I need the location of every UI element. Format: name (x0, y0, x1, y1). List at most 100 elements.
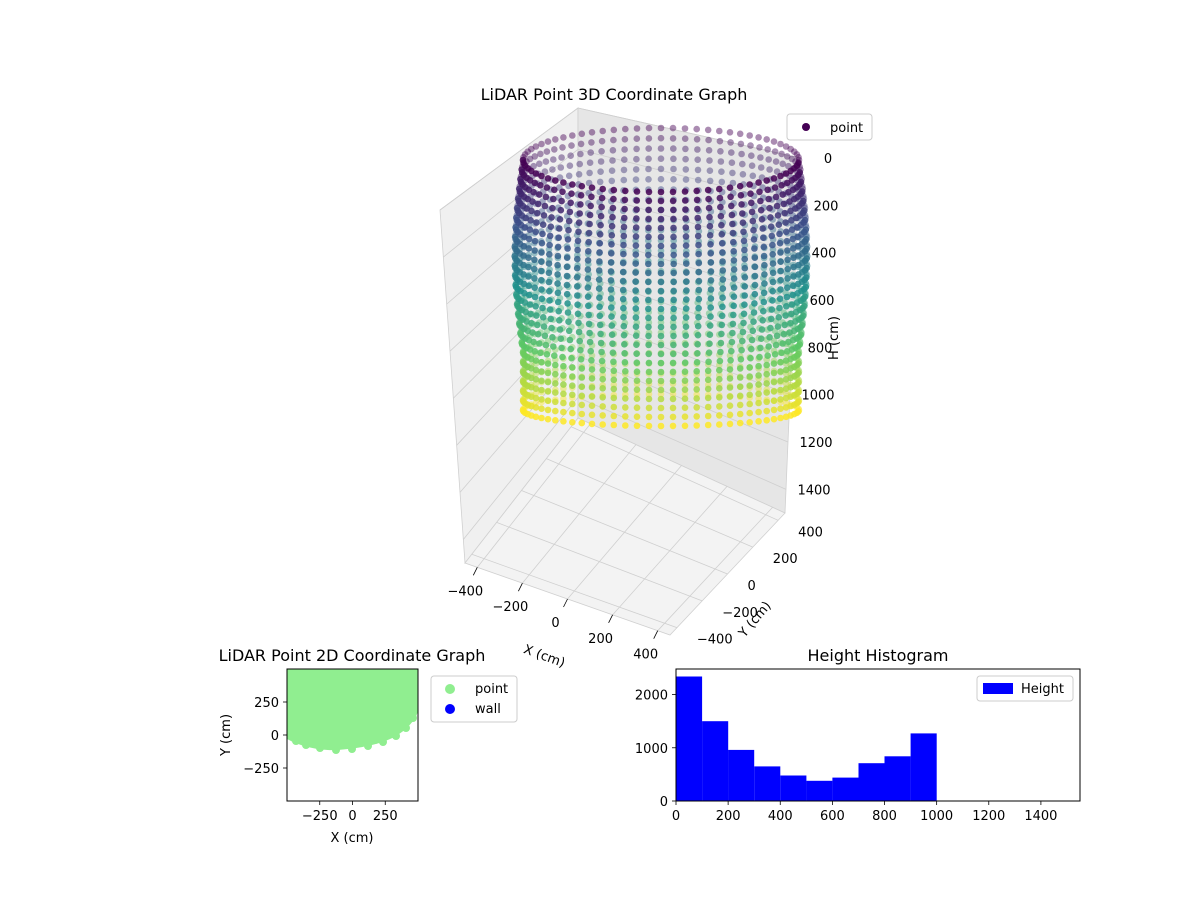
lidar-point-3d (694, 223, 702, 231)
lidar-point-3d (657, 124, 665, 132)
lidar-point-3d (610, 412, 618, 420)
lidar-point-3d (532, 143, 540, 150)
histogram-bar (702, 721, 729, 801)
lidar-point-3d (633, 377, 641, 385)
lidar-point-3d (718, 240, 726, 247)
legend-3d: point (786, 113, 873, 141)
lidar-point-3d (718, 231, 726, 238)
lidar-point-3d (645, 124, 653, 132)
lidar-point-3d (695, 259, 703, 267)
chart-2d: LiDAR Point 2D Coordinate Graph −250 0 250… (219, 646, 518, 846)
lidar-point-3d (736, 401, 744, 409)
lidar-point-3d (788, 226, 796, 233)
lidar-point-3d (737, 140, 745, 148)
lidar-point-3d (718, 321, 726, 329)
lidar-point-3d (645, 278, 652, 286)
lidar-point-3d (534, 200, 542, 208)
lidar-point-3d (783, 179, 791, 187)
lidar-point-3d (585, 229, 593, 237)
lidar-point-3d (608, 313, 615, 320)
lidar-point-3d (577, 201, 584, 208)
lidar-point-3d (769, 297, 776, 304)
lidar-point-3d (599, 394, 606, 401)
lidar-point-3d (706, 157, 713, 164)
lidar-point-3d (538, 295, 546, 303)
lidar-point-3d (524, 148, 531, 155)
lidar-point-3d (695, 313, 702, 321)
lidar-point-3d (764, 352, 771, 360)
lidar-point-3d (544, 406, 552, 414)
lidar-point-3d (633, 341, 640, 349)
lidar-point-3d (569, 400, 576, 408)
lidar-point-3d (781, 209, 788, 217)
lidar-point-3d (552, 380, 559, 387)
lidar-point-3d (670, 224, 677, 232)
lidar-point-3d (546, 232, 554, 240)
lidar-point-3d (538, 140, 545, 148)
lidar-point-3d (619, 259, 627, 267)
lidar-point-3d (756, 353, 763, 361)
lidar-point-3d (717, 203, 724, 211)
lidar-point-3d (778, 182, 785, 189)
lidar-point-3d (741, 246, 748, 254)
legend-2d-marker-wall (445, 704, 455, 714)
lidar-point-3d (783, 293, 791, 301)
lidar-point-3d (670, 145, 677, 152)
point-cloud-area (287, 669, 418, 751)
lidar-point-3d (632, 233, 640, 240)
lidar-point-3d (558, 344, 565, 352)
x-tick-label-2d: 0 (348, 809, 356, 824)
lidar-point-3d (786, 198, 793, 205)
lidar-point-3d (759, 317, 766, 324)
lidar-point-3d (563, 254, 571, 261)
lidar-point-3d (777, 396, 784, 403)
lidar-point-3d (548, 324, 555, 332)
lidar-point-3d (609, 147, 617, 154)
lidar-point-3d (681, 413, 689, 421)
x-axis-label-2d: X (cm) (331, 831, 374, 846)
lidar-point-3d (695, 250, 702, 258)
lidar-point-3d (657, 341, 665, 349)
lidar-point-3d (538, 414, 545, 422)
lidar-point-3d (544, 369, 552, 377)
lidar-point-3d (728, 202, 735, 210)
lidar-point-3d (789, 282, 797, 290)
lidar-point-3d (748, 208, 756, 216)
grid-line-z-left (456, 314, 579, 446)
lidar-point-3d (610, 421, 618, 429)
lidar-point-3d (670, 314, 677, 322)
lidar-point-3d (777, 249, 784, 256)
lidar-point-3d (620, 166, 628, 174)
lidar-point-3d (608, 177, 616, 185)
lidar-point-3d (717, 148, 724, 155)
lidar-point-3d (657, 260, 665, 268)
lidar-point-3d (782, 394, 790, 402)
lidar-point-3d (751, 254, 759, 261)
lidar-point-3d (633, 386, 641, 394)
lidar-point-3d (748, 199, 755, 207)
lidar-point-3d (610, 186, 618, 194)
lidar-point-3d (538, 249, 545, 256)
lidar-point-3d (645, 215, 652, 223)
lidar-point-3d (777, 386, 784, 394)
lidar-point-3d (633, 155, 640, 163)
lidar-point-3d (693, 368, 700, 375)
lidar-point-3d (726, 375, 734, 382)
lidar-point-3d (777, 377, 784, 385)
lidar-point-3d (529, 329, 536, 336)
lidar-point-3d (569, 364, 576, 371)
lidar-point-3d (632, 314, 640, 321)
lidar-point-3d (693, 136, 701, 143)
lidar-point-3d (578, 182, 586, 190)
y-tick-label-2d: 250 (254, 696, 279, 711)
lidar-point-3d (532, 413, 540, 421)
lidar-point-3d (607, 277, 615, 284)
lidar-point-3d (682, 323, 690, 331)
x-axis-label-3d: X (cm) (521, 642, 567, 671)
lidar-point-3d (748, 162, 756, 169)
lidar-point-3d (557, 335, 565, 343)
lidar-point-3d (555, 234, 562, 241)
lidar-point-3d (707, 241, 714, 248)
point-dot (402, 724, 410, 732)
lidar-point-3d (786, 329, 793, 336)
